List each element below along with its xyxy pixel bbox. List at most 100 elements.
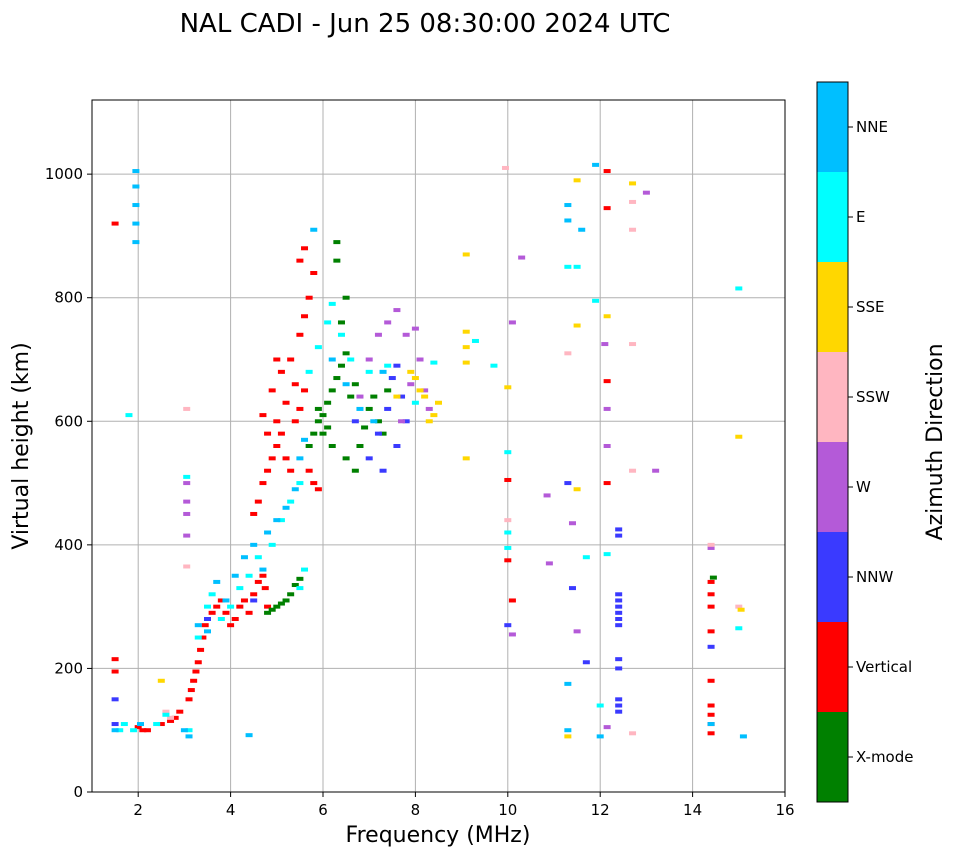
echo-point-w <box>402 332 410 337</box>
colorbar-tick-label: NNE <box>856 118 888 136</box>
echo-point-sse <box>462 360 470 365</box>
echo-point-sse <box>564 734 572 739</box>
echo-point-xmode <box>333 376 341 381</box>
echo-point-e <box>162 712 170 717</box>
echo-point-w <box>603 725 611 730</box>
echo-point-vertical <box>296 258 304 263</box>
echo-point-sse <box>421 394 429 399</box>
echo-point-nnw <box>393 363 401 368</box>
echo-point-e <box>573 264 581 269</box>
echo-point-w <box>356 394 364 399</box>
echo-point-nnw <box>374 431 382 436</box>
echo-point-nnw <box>204 617 211 621</box>
echo-point-nne <box>204 629 211 634</box>
echo-point-vertical <box>201 623 209 628</box>
echo-point-vertical <box>139 728 147 733</box>
echo-point-vertical <box>171 715 179 720</box>
echo-point-vertical <box>277 431 285 436</box>
echo-point-nne <box>291 487 299 492</box>
echo-point-nnw <box>564 481 572 486</box>
echo-point-nne <box>282 505 290 510</box>
echo-point-vertical <box>504 477 512 482</box>
colorbar-tick-label: X-mode <box>856 748 913 766</box>
echo-point-sse <box>393 394 401 399</box>
echo-point-e <box>735 626 743 631</box>
echo-point-e <box>384 363 392 368</box>
echo-point-w <box>508 320 516 325</box>
colorbar-segment-w <box>817 442 848 532</box>
echo-point-nnw <box>568 586 576 591</box>
echo-point-nne <box>356 406 364 411</box>
echo-point-xmode <box>333 258 341 263</box>
echo-point-vertical <box>264 431 272 436</box>
echo-point-nnw <box>615 666 623 671</box>
echo-point-nne <box>592 162 600 167</box>
echo-point-vertical <box>213 604 221 609</box>
echo-point-nne <box>180 728 188 733</box>
echo-point-sse <box>462 329 470 334</box>
echo-point-nnw <box>388 376 396 381</box>
echo-point-e <box>116 728 124 733</box>
echo-point-xmode <box>328 388 336 393</box>
echo-point-nne <box>132 184 140 189</box>
echo-point-vertical <box>291 419 299 424</box>
echo-point-w <box>183 511 191 516</box>
echo-point-nne <box>245 733 253 738</box>
echo-point-vertical <box>264 468 272 473</box>
echo-point-xmode <box>337 363 345 368</box>
echo-point-vertical <box>707 592 715 597</box>
echo-point-vertical <box>305 468 313 473</box>
echo-point-w <box>407 382 415 387</box>
echo-point-nne <box>213 579 221 584</box>
echo-point-w <box>508 632 516 637</box>
echo-point-w <box>183 499 191 504</box>
echo-point-e <box>564 264 572 269</box>
echo-point-xmode <box>310 431 318 436</box>
echo-point-vertical <box>245 610 253 615</box>
echo-point-ssw <box>167 715 175 720</box>
echo-point-vertical <box>277 369 285 374</box>
echo-point-e <box>490 363 498 368</box>
echo-point-vertical <box>187 688 195 693</box>
echo-point-vertical <box>111 657 119 662</box>
echo-point-nne <box>564 728 572 733</box>
echo-point-vertical <box>707 579 715 584</box>
echo-point-w <box>421 388 429 393</box>
echo-point-e <box>324 320 332 325</box>
echo-point-xmode <box>273 604 281 609</box>
echo-point-nnw <box>707 644 715 649</box>
echo-point-vertical <box>707 712 715 717</box>
echo-point-sse <box>425 419 433 424</box>
echo-point-e <box>596 703 604 708</box>
echo-point-sse <box>737 607 745 612</box>
echo-point-vertical <box>314 487 322 492</box>
x-tick-label: 14 <box>683 801 702 819</box>
echo-point-nne <box>132 221 140 226</box>
echo-point-vertical <box>707 629 715 634</box>
echo-point-nne <box>111 728 119 733</box>
echo-point-nne <box>231 573 239 578</box>
echo-point-vertical <box>259 413 267 418</box>
echo-point-nne <box>222 598 230 603</box>
echo-point-vertical <box>250 592 258 597</box>
echo-point-xmode <box>291 583 299 588</box>
echo-point-w <box>603 406 611 411</box>
echo-point-vertical <box>603 169 611 174</box>
echo-point-xmode <box>264 610 272 615</box>
echo-point-xmode <box>287 592 295 597</box>
axis-ticks: 2 4 6 8 10 12 14 16 0 200 400 600 800 1000 <box>45 165 795 819</box>
echo-point-vertical <box>273 419 281 424</box>
echo-point-nne <box>739 734 747 739</box>
echo-point-vertical <box>254 579 262 584</box>
echo-point-nnw <box>111 697 119 702</box>
echo-point-sse <box>603 314 611 319</box>
echo-point-vertical <box>603 206 611 211</box>
echo-point-vertical <box>504 558 512 563</box>
echo-point-xmode <box>277 601 285 606</box>
echo-point-sse <box>462 456 470 461</box>
colorbar-tick-label: E <box>856 208 865 226</box>
echo-point-nnw <box>615 592 623 597</box>
echo-point-xmode <box>324 425 332 430</box>
echo-point-e <box>603 552 611 557</box>
